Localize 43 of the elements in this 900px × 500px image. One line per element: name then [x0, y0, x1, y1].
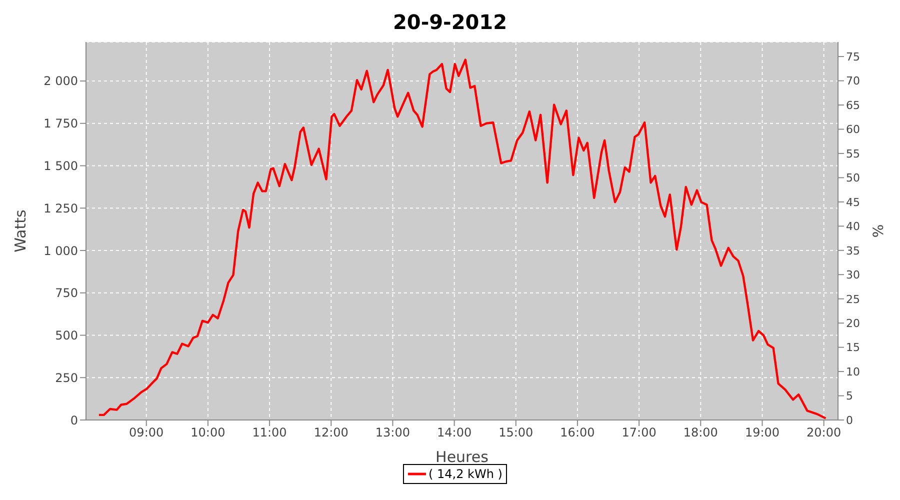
y-tick-label: 750	[55, 286, 78, 300]
x-tick-label: 10:00	[190, 426, 226, 440]
x-tick-label: 12:00	[314, 426, 348, 440]
y2-tick-label: 65	[846, 98, 860, 112]
x-tick-label: 09:00	[129, 426, 164, 440]
y-tick-label: 0	[70, 413, 78, 428]
y-tick-label: 500	[55, 328, 78, 343]
line-series	[98, 58, 827, 420]
legend-label: ( 14,2 kWh )	[428, 467, 502, 481]
y2-tick-label: 30	[846, 268, 860, 282]
x-tick-label: 19:00	[744, 426, 780, 440]
x-tick-label: 15:00	[498, 426, 534, 440]
y2-tick-label: 35	[846, 244, 860, 258]
y2-tick-label: 45	[846, 196, 860, 209]
y2-tick-label: 0	[846, 414, 853, 427]
y-tick-label: 250	[55, 370, 78, 385]
chart-title: 20-9-2012	[392, 9, 508, 36]
y2-tick-label: 25	[846, 292, 860, 306]
y2-tick-label: 60	[846, 123, 860, 136]
y-tick-label: 1 250	[44, 201, 78, 216]
y2-tick-label: 75	[846, 50, 860, 64]
y-tick-label: 1 500	[44, 159, 78, 173]
y-axis-title: Watts	[11, 210, 30, 252]
y-tick-label: 1 000	[44, 244, 78, 258]
x-tick-label: 17:00	[622, 426, 656, 440]
x-tick-label: 18:00	[683, 426, 718, 440]
x-tick-label: 11:00	[252, 426, 287, 440]
y2-tick-label: 55	[846, 147, 860, 160]
y-tick-label: 1 750	[44, 116, 78, 131]
y2-tick-label: 40	[846, 220, 860, 234]
y-tick-label: 2 000	[44, 74, 78, 88]
y2-tick-label: 10	[846, 365, 860, 378]
x-tick-label: 20:00	[806, 426, 842, 440]
x-axis-title: Heures	[436, 448, 489, 466]
x-tick-label: 16:00	[560, 426, 595, 440]
y2-tick-label: 50	[846, 172, 860, 185]
y2-tick-label: 5	[846, 390, 853, 403]
x-tick-label: 13:00	[375, 426, 410, 440]
y2-axis-title: %	[870, 224, 887, 238]
y2-tick-label: 20	[846, 316, 860, 330]
y2-tick-label: 15	[846, 341, 860, 354]
x-tick-label: 14:00	[437, 426, 472, 440]
y2-tick-label: 70	[846, 74, 860, 88]
